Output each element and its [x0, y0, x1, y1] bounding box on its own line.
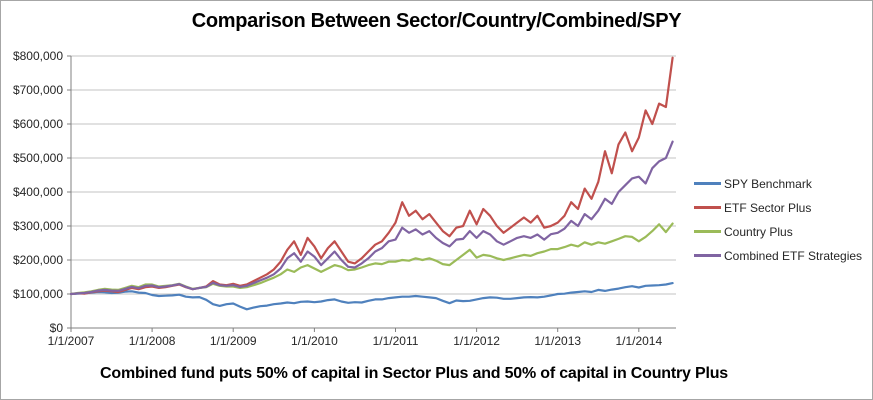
series-line-country-plus — [69, 222, 674, 296]
x-tick-label: 1/1/2013 — [534, 334, 581, 348]
y-tick-label: $500,000 — [13, 151, 63, 165]
x-tick-label: 1/1/2008 — [129, 334, 176, 348]
y-tick-label: $800,000 — [13, 49, 63, 63]
x-tick-label: 1/1/2010 — [291, 334, 338, 348]
y-tick-label: $0 — [50, 321, 64, 335]
x-tick-label: 1/1/2009 — [210, 334, 257, 348]
y-tick-label: $300,000 — [13, 219, 63, 233]
legend-label: Country Plus — [724, 224, 793, 239]
legend: SPY Benchmark ETF Sector Plus Country Plus… — [694, 176, 863, 263]
series-line-combined-etf-strategies — [69, 140, 674, 296]
series-line-spy-benchmark — [69, 282, 674, 311]
y-tick-label: $200,000 — [13, 253, 63, 267]
chart-title: Comparison Between Sector/Country/Combin… — [191, 10, 682, 32]
x-tick-label: 1/1/2011 — [373, 334, 419, 348]
legend-label: Combined ETF Strategies — [724, 248, 863, 263]
y-tick-label: $700,000 — [13, 83, 63, 97]
x-tick-label: 1/1/2012 — [453, 334, 500, 348]
y-tick-label: $400,000 — [13, 185, 63, 199]
legend-label: ETF Sector Plus — [724, 200, 812, 215]
legend-entry-spy-benchmark: SPY Benchmark — [694, 176, 862, 191]
x-tick-label: 1/1/2007 — [48, 334, 95, 348]
legend-line-swatch — [694, 230, 721, 233]
legend-entry-country-plus: Country Plus — [694, 224, 862, 239]
legend-line-swatch — [694, 206, 721, 209]
plot-area: $0 $100,000 $200,000 $300,000 $400,000 $500,0… — [13, 49, 676, 348]
chart-caption: Combined fund puts 50% of capital in Sec… — [100, 365, 728, 382]
y-tick-label: $600,000 — [13, 117, 63, 131]
legend-line-swatch — [694, 182, 721, 185]
x-tick-label: 1/1/2014 — [615, 334, 662, 348]
series-line-etf-sector-plus — [69, 56, 674, 296]
legend-entry-etf-sector-plus: ETF Sector Plus — [694, 200, 862, 215]
legend-line-swatch — [694, 254, 721, 257]
legend-label: SPY Benchmark — [724, 176, 812, 191]
legend-entry-combined-etf-strategies: Combined ETF Strategies — [694, 248, 863, 263]
y-tick-label: $100,000 — [13, 287, 63, 301]
